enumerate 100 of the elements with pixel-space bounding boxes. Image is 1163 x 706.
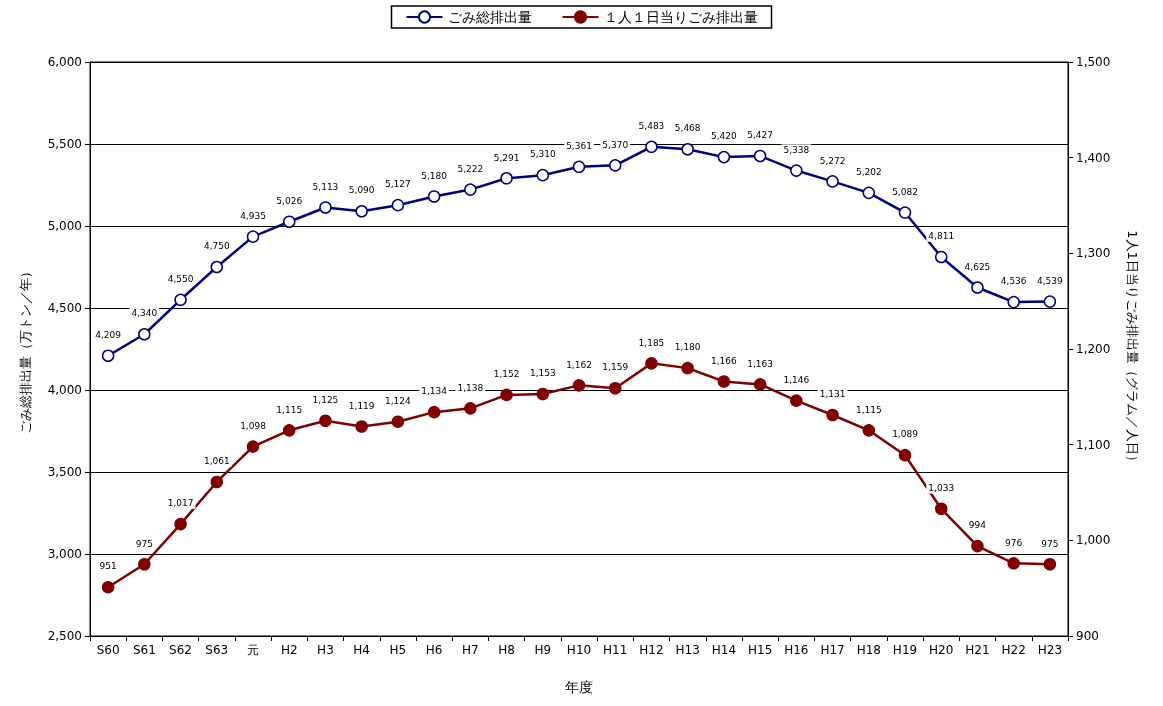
point bbox=[355, 204, 368, 218]
data-label: 5,483 bbox=[638, 121, 665, 132]
data-label: 1,033 bbox=[928, 483, 955, 494]
point bbox=[572, 160, 586, 174]
data-label: 975 bbox=[1041, 538, 1059, 549]
y-axis-title: ごみ総排出量（万トン／年） bbox=[18, 264, 33, 434]
data-label: 1,152 bbox=[493, 369, 520, 380]
x-tick-label: H14 bbox=[711, 643, 737, 657]
y2-tick-label: 1,300 bbox=[1076, 246, 1111, 261]
data-label: 1,163 bbox=[747, 358, 773, 369]
x-tick-label: H19 bbox=[892, 643, 918, 657]
data-label: 1,115 bbox=[276, 404, 303, 415]
point bbox=[464, 183, 477, 196]
point bbox=[681, 143, 694, 156]
point bbox=[934, 502, 948, 516]
y-tick-label: 3,500 bbox=[47, 465, 82, 479]
point bbox=[826, 408, 839, 422]
data-label: 1,131 bbox=[819, 389, 846, 400]
data-label: 4,935 bbox=[240, 210, 266, 221]
y2-axis-title: 1人1日当りごみ排出量（グラム／人日） bbox=[1125, 230, 1140, 468]
x-tick-label: H7 bbox=[462, 643, 479, 657]
x-tick-label: H11 bbox=[603, 643, 628, 657]
data-label: 5,113 bbox=[312, 181, 339, 192]
point bbox=[101, 580, 115, 594]
legend-label: １人１日当りごみ排出量 bbox=[603, 9, 758, 25]
data-label: 1,017 bbox=[167, 498, 194, 509]
x-tick-label: H8 bbox=[498, 643, 515, 657]
data-label: 1,124 bbox=[385, 395, 412, 406]
point bbox=[246, 230, 260, 243]
point bbox=[355, 420, 368, 433]
point bbox=[645, 357, 658, 370]
y-tick-label: 4,500 bbox=[47, 301, 82, 315]
y2-tick-label: 1,200 bbox=[1076, 342, 1111, 356]
point bbox=[898, 448, 912, 462]
x-tick-label: H12 bbox=[639, 643, 664, 657]
x-tick-label: H5 bbox=[389, 643, 407, 657]
data-label: 5,370 bbox=[602, 139, 629, 150]
legend-label: ごみ総排出量 bbox=[447, 9, 532, 25]
point bbox=[753, 149, 767, 163]
point bbox=[717, 375, 731, 388]
data-label: 1,089 bbox=[892, 429, 919, 440]
y2-tick-label: 900 bbox=[1076, 629, 1099, 643]
x-tick-label: H13 bbox=[675, 643, 700, 657]
x-tick-label: S62 bbox=[169, 643, 192, 657]
point bbox=[971, 281, 984, 294]
y-tick-label: 4,000 bbox=[47, 383, 82, 397]
point bbox=[246, 440, 260, 453]
data-label: 4,340 bbox=[131, 308, 158, 319]
data-label: 1,185 bbox=[638, 337, 665, 348]
x-tick-label: H22 bbox=[1001, 643, 1026, 657]
point bbox=[101, 349, 115, 362]
x-tick-label: H2 bbox=[280, 643, 298, 657]
point bbox=[427, 405, 441, 419]
data-label: 1,138 bbox=[457, 382, 484, 393]
point bbox=[500, 388, 513, 402]
x-tick-label: H10 bbox=[566, 643, 592, 657]
data-label: 4,750 bbox=[203, 241, 230, 252]
point bbox=[536, 168, 550, 182]
data-label: 5,338 bbox=[783, 144, 810, 155]
data-label: 5,127 bbox=[385, 179, 411, 190]
data-label: 5,082 bbox=[892, 186, 918, 197]
data-label: 1,115 bbox=[855, 404, 882, 415]
point bbox=[790, 164, 803, 177]
data-label: 1,061 bbox=[203, 456, 230, 467]
data-label: 5,420 bbox=[711, 131, 738, 142]
x-tick-label: 元 bbox=[247, 643, 259, 657]
x-tick-label: H20 bbox=[929, 643, 954, 657]
x-tick-label: S60 bbox=[96, 643, 120, 657]
x-tick-label: H3 bbox=[317, 643, 334, 657]
point bbox=[174, 293, 187, 307]
x-tick-label: H21 bbox=[965, 643, 990, 657]
point bbox=[138, 327, 151, 341]
point bbox=[1007, 295, 1020, 309]
x-tick-label: H4 bbox=[353, 643, 370, 657]
point bbox=[790, 394, 803, 407]
point bbox=[210, 475, 224, 489]
y2-tick-label: 1,400 bbox=[1076, 150, 1111, 165]
data-label: 994 bbox=[968, 520, 987, 531]
point bbox=[319, 414, 332, 427]
point bbox=[1043, 558, 1057, 571]
point bbox=[282, 424, 296, 437]
data-label: 5,090 bbox=[348, 185, 375, 196]
data-label: 1,159 bbox=[602, 362, 629, 373]
data-label: 1,180 bbox=[674, 342, 701, 353]
x-tick-label: H15 bbox=[747, 643, 773, 657]
data-label: 1,166 bbox=[711, 355, 738, 366]
point bbox=[717, 150, 731, 164]
point bbox=[898, 206, 912, 219]
data-label: 4,539 bbox=[1037, 275, 1064, 286]
y-tick-label: 5,500 bbox=[47, 137, 82, 151]
point bbox=[862, 424, 876, 437]
data-label: 5,468 bbox=[674, 123, 701, 134]
data-label: 4,550 bbox=[167, 274, 194, 285]
point bbox=[971, 539, 984, 553]
data-label: 5,361 bbox=[566, 141, 592, 152]
x-tick-label: S63 bbox=[205, 643, 229, 657]
data-label: 5,026 bbox=[276, 195, 303, 206]
point bbox=[174, 517, 187, 531]
data-label: 975 bbox=[135, 538, 153, 549]
data-label: 1,125 bbox=[312, 395, 339, 405]
